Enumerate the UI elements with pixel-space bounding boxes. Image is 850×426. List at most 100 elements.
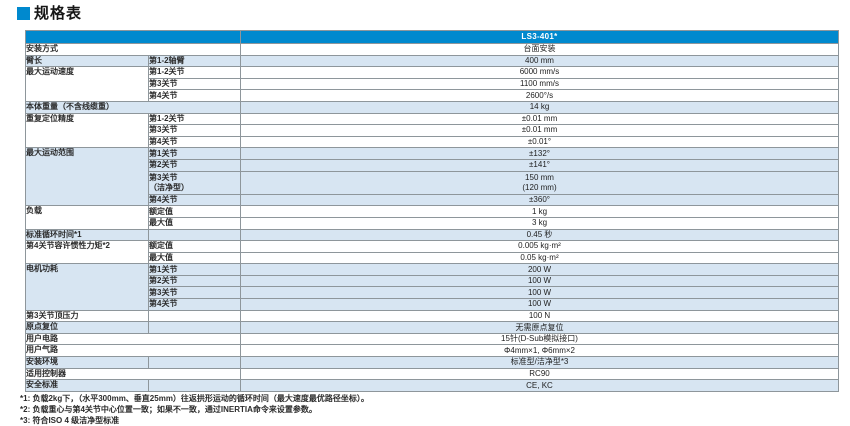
spec-value-cell: 100 W [240,286,839,300]
spec-label-cell: 安全标准 [25,379,149,392]
spec-row: 第3关节顶压力 100 N [25,309,839,323]
spec-value-cell: 0.05 kg·m² [240,251,839,265]
spec-label-cell: 安装方式 [25,43,241,56]
spec-value-cell: RC90 [240,367,839,381]
spec-table: LS3-401* 安装方式 台面安装 臂长 第1-2轴臂 400 mm 最大运动速度 第1-… [25,30,839,392]
model-column-header: LS3-401* [240,30,839,44]
spec-value-cell: ±141° [240,158,839,172]
spec-value-cell: 3 kg [240,216,839,230]
spec-value-cell: CE, KC [240,379,839,392]
spec-label-cell: 本体重量（不含线缆重） [25,100,241,114]
spec-value-cell: 400 mm [240,54,839,68]
footnote-1: *1: 负载2kg下，（水平300mm、垂直25mm）往返拱形运动的循环时间（最… [20,394,369,403]
spec-row: 最大运动范围 第1关节 ±132° [25,147,839,207]
spec-value-cell: 6000 mm/s [240,66,839,79]
spec-value-cell: ±132° [240,147,839,160]
spec-label-cell: 原点复位 [25,321,149,334]
spec-label-cell: 用户电路 [25,332,241,346]
spec-value-cell: ±0.01 mm [240,124,839,137]
spec-value-cell: 台面安装 [240,43,839,56]
spec-value-cell: 150 mm (120 mm) [240,170,839,195]
spec-label-cell: 臂长 [25,54,149,68]
spec-sub-cell [148,309,241,323]
spec-sub-cell: 第3关节 [148,286,241,300]
spec-row: 负载 额定值 1 kg [25,205,839,230]
section-title-text: 规格表 [34,5,83,22]
spec-sub-cell: 最大值 [148,251,241,265]
spec-row: 第4关节 100 W [26,298,839,311]
spec-row: 第2关节 100 W [26,274,839,288]
spec-value-cell: ±0.01° [240,135,839,149]
spec-value-cell: 100 W [240,274,839,288]
spec-label-cell: 重复定位精度 [25,112,149,149]
spec-sub-cell: 第1关节 [148,263,241,276]
spec-row: 安装方式 台面安装 [25,43,839,56]
spec-label-cell: 负载 [25,205,149,230]
spec-row: 第4关节 ±0.01° [26,135,839,149]
spec-sub-cell: 第3关节 [148,124,241,137]
spec-row: 臂长 第1-2轴臂 400 mm [25,54,839,68]
spec-row: 原点复位 无需原点复位 [25,321,839,334]
spec-value-cell: 1100 mm/s [240,77,839,91]
spec-sub-cell: 第2关节 [148,274,241,288]
spec-row: 第3关节 （洁净型） 150 mm (120 mm) [26,170,839,195]
spec-value-cell: 标准型/洁净型*3 [240,356,839,369]
spec-sub-cell [148,228,241,242]
section-title: 规格表 [17,6,82,21]
spec-label-cell: 第4关节容许惯性力矩*2 [25,240,149,265]
spec-sub-cell: 第1-2关节 [148,112,241,126]
spec-sub-cell: 第2关节 [148,158,241,172]
spec-row: 最大运动速度 第1-2关节 6000 mm/s [25,66,839,102]
spec-value-cell: 1 kg [240,205,839,218]
spec-sub-cell [148,321,241,334]
spec-label-cell: 适用控制器 [25,367,241,381]
footnote-2: *2: 负载重心与第4关节中心位置一致；如果不一致，通过INERTIA命令来设置… [20,404,317,414]
footnote-3: *3: 符合ISO 4 级洁净型标准 [20,415,120,425]
spec-row: 用户电路 15针(D-Sub模拟接口) [25,332,839,346]
spec-row: 安全标准 CE, KC [25,379,839,392]
spec-row: 重复定位精度 第1-2关节 ±0.01 mm [25,112,839,149]
spec-value-cell: Φ4mm×1, Φ6mm×2 [240,344,839,358]
spec-value-cell: ±360° [240,193,839,207]
spec-row: 电机功耗 第1关节 200 W [25,263,839,311]
spec-row: 标准循环时间*1 0.45 秒 [25,228,839,242]
spec-row: 第4关节 ±360° [26,193,839,207]
spec-value-cell: ±0.01 mm [240,112,839,126]
spec-sub-cell: 额定值 [148,240,241,253]
spec-sub-cell: 第3关节 [148,77,241,91]
header-spacer-cell [25,30,241,44]
footnotes: *1: 负载2kg下，（水平300mm、垂直25mm）往返拱形运动的循环时间（最… [20,394,369,426]
spec-row: 本体重量（不含线缆重） 14 kg [25,100,839,114]
spec-sub-cell: 第1关节 [148,147,241,160]
spec-sub-cell: 第4关节 [148,135,241,149]
spec-row: 安装环境 标准型/洁净型*3 [25,356,839,369]
spec-value-cell: 14 kg [240,100,839,114]
spec-label-cell: 标准循环时间*1 [25,228,149,242]
spec-sub-cell: 第4关节 [148,193,241,207]
spec-label-cell: 安装环境 [25,356,149,369]
spec-value-cell: 15针(D-Sub模拟接口) [240,332,839,346]
spec-sub-cell: 第1-2关节 [148,66,241,79]
spec-row: 最大值 3 kg [26,216,839,230]
spec-sub-cell: 额定值 [148,205,241,218]
spec-value-cell: 无需原点复位 [240,321,839,334]
spec-sub-cell: 第1-2轴臂 [148,54,241,68]
spec-value-cell: 0.45 秒 [240,228,839,242]
spec-sub-cell: 第3关节 （洁净型） [148,170,241,195]
spec-label-cell: 最大运动范围 [25,147,149,207]
spec-value-cell: 100 W [240,298,839,311]
spec-label-cell: 第3关节顶压力 [25,309,149,323]
spec-sub-cell [148,379,241,392]
spec-row: 用户气路 Φ4mm×1, Φ6mm×2 [25,344,839,358]
spec-value-cell: 0.005 kg·m² [240,240,839,253]
spec-label-cell: 用户气路 [25,344,241,358]
spec-sub-cell: 第4关节 [148,89,241,102]
spec-table-body: 安装方式 台面安装 臂长 第1-2轴臂 400 mm 最大运动速度 第1-2关节 6000 m… [25,43,839,392]
spec-label-cell: 电机功耗 [25,263,149,311]
spec-sub-cell: 最大值 [148,216,241,230]
spec-value-cell: 100 N [240,309,839,323]
spec-label-cell: 最大运动速度 [25,66,149,102]
spec-row: 第4关节容许惯性力矩*2 额定值 0.005 kg·m² [25,240,839,265]
spec-row: 第3关节 ±0.01 mm [26,124,839,137]
spec-value-cell: 200 W [240,263,839,276]
